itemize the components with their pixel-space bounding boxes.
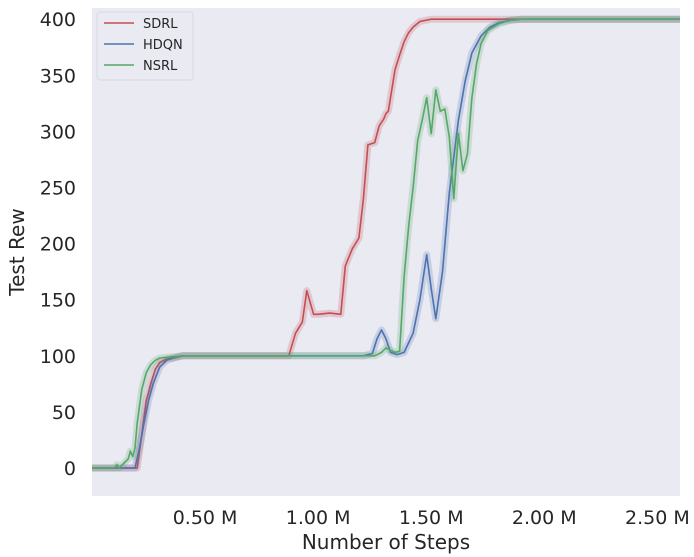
y-tick-label: 400 [40,9,76,31]
legend-label-hdqn: HDQN [143,38,183,53]
y-tick-label: 150 [40,290,76,312]
x-axis-label: Number of Steps [302,530,470,554]
series-lines [92,15,680,472]
legend: SDRL HDQN NSRL [96,11,194,81]
y-axis-ticks: 0 50 100 150 200 250 300 350 400 [40,9,76,480]
legend-box [96,11,194,81]
y-axis-label: Test Rew [5,208,29,296]
y-tick-label: 350 [40,65,76,87]
y-tick-label: 300 [40,121,76,143]
y-tick-label: 50 [52,402,76,424]
plot-area [92,8,680,496]
x-tick-label: 1.00 M [286,507,351,529]
legend-label-sdrl: SDRL [143,17,178,32]
series-line-hdqn [92,18,680,469]
x-axis-ticks: 0.50 M 1.00 M 1.50 M 2.00 M 2.50 M [173,507,690,529]
series-line-nsrl [92,18,680,469]
x-tick-label: 0.50 M [173,507,238,529]
legend-label-nsrl: NSRL [143,59,178,74]
series-line-sdrl [92,18,680,469]
y-tick-label: 0 [64,458,76,480]
x-tick-label: 1.50 M [399,507,464,529]
y-tick-label: 100 [40,346,76,368]
x-tick-label: 2.50 M [625,507,690,529]
y-tick-label: 250 [40,177,76,199]
x-tick-label: 2.00 M [512,507,577,529]
y-tick-label: 200 [40,234,76,256]
